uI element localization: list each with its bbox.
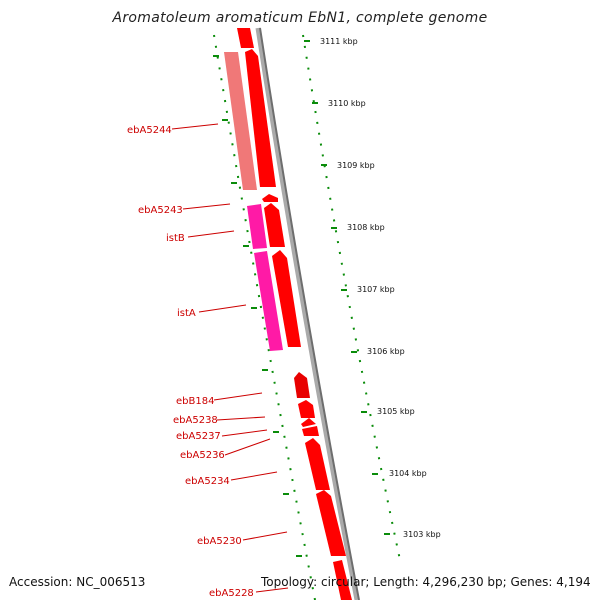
- gene-feature-ebA5244[interactable]: [224, 52, 257, 190]
- gene-feature-ebA5238[interactable]: [298, 400, 315, 418]
- gene-label-istB[interactable]: istB: [166, 233, 185, 244]
- ruler-label-3105: 3105 kbp: [377, 407, 415, 416]
- gene-feature-ebA5228[interactable]: [333, 560, 352, 600]
- genome-backbone-line: [259, 27, 360, 600]
- gene-label-ebA5237[interactable]: ebA5237: [176, 431, 221, 442]
- ruler-labels: 3111 kbp 3110 kbp 3109 kbp 3108 kbp 3107…: [320, 37, 441, 539]
- genome-summary-text: Topology: circular; Length: 4,296,230 bp…: [261, 575, 591, 589]
- gene-label-ebA5236[interactable]: ebA5236: [180, 450, 225, 461]
- gene-feature-red-2[interactable]: [264, 203, 285, 247]
- ruler-label-3104: 3104 kbp: [389, 469, 427, 478]
- ruler-label-3110: 3110 kbp: [328, 99, 366, 108]
- outer-ruler-ticks: [304, 40, 390, 535]
- gene-label-ebA5244[interactable]: ebA5244: [127, 125, 172, 136]
- ruler-label-3103: 3103 kbp: [403, 530, 441, 539]
- inner-ruler-ticks: [213, 55, 302, 557]
- accession-text: Accession: NC_006513: [9, 575, 146, 589]
- gene-label-ebA5234[interactable]: ebA5234: [185, 476, 230, 487]
- gene-feature-ebA5243[interactable]: [262, 194, 278, 202]
- gene-feature-ebA5236[interactable]: [302, 426, 319, 436]
- genome-backbone: [255, 27, 360, 600]
- gene-labels: ebA5244 ebA5243 istB istA ebB184 ebA5238…: [127, 125, 254, 599]
- ruler-label-3109: 3109 kbp: [337, 161, 375, 170]
- gene-label-ebA5228[interactable]: ebA5228: [209, 588, 254, 599]
- ruler-label-3107: 3107 kbp: [357, 285, 395, 294]
- gene-feature-ebA5234[interactable]: [305, 438, 330, 490]
- ruler-label-3108: 3108 kbp: [347, 223, 385, 232]
- ruler-label-3111: 3111 kbp: [320, 37, 358, 46]
- gene-label-ebB184[interactable]: ebB184: [176, 396, 214, 407]
- ruler-label-3106: 3106 kbp: [367, 347, 405, 356]
- gene-feature-ebB184[interactable]: [294, 372, 310, 398]
- gene-feature-istB[interactable]: [247, 204, 267, 249]
- gene-feature-large-1[interactable]: [245, 49, 276, 187]
- map-title: Aromatoleum aromaticum EbN1, complete ge…: [112, 10, 488, 26]
- gene-features: [224, 28, 352, 600]
- gene-feature-ebA5230[interactable]: [316, 490, 346, 556]
- gene-label-istA[interactable]: istA: [177, 308, 196, 319]
- gene-label-ebA5230[interactable]: ebA5230: [197, 536, 242, 547]
- gene-label-ebA5238[interactable]: ebA5238: [173, 415, 218, 426]
- gene-feature-ebA5237[interactable]: [301, 418, 316, 427]
- gene-label-ebA5243[interactable]: ebA5243: [138, 205, 183, 216]
- gene-feature-top[interactable]: [237, 28, 254, 48]
- label-leaders: [171, 123, 289, 593]
- gene-feature-istA[interactable]: [254, 251, 283, 351]
- gene-feature-red-3[interactable]: [272, 250, 301, 347]
